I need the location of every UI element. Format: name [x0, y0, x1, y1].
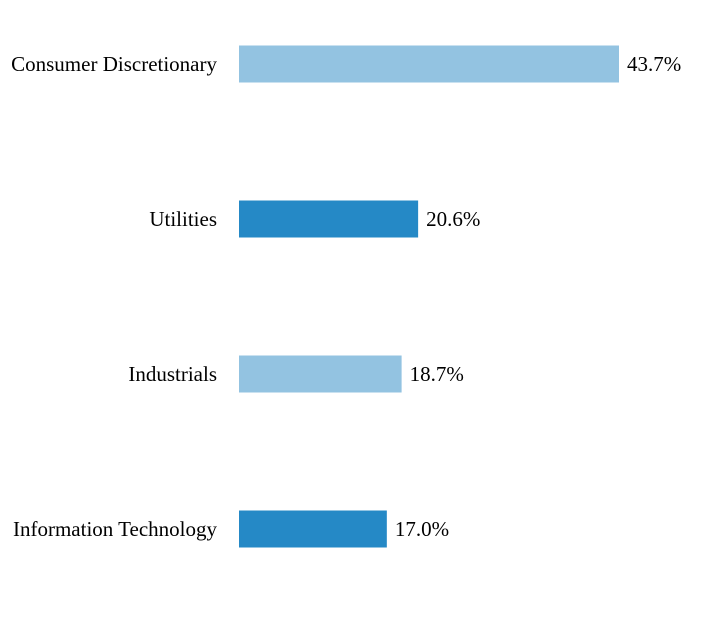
- value-labels-layer: 43.7% 20.6% 18.7% 17.0%: [395, 52, 681, 541]
- category-label-industrials: Industrials: [128, 362, 217, 386]
- bar-information-technology: [239, 510, 387, 548]
- category-label-information-technology: Information Technology: [13, 517, 218, 541]
- value-label-industrials: 18.7%: [410, 362, 464, 386]
- category-label-utilities: Utilities: [149, 207, 217, 231]
- value-label-consumer-discretionary: 43.7%: [627, 52, 681, 76]
- bar-utilities: [239, 200, 419, 238]
- bar-industrials: [239, 355, 402, 393]
- value-label-information-technology: 17.0%: [395, 517, 449, 541]
- bar-consumer-discretionary: [239, 45, 619, 83]
- value-label-utilities: 20.6%: [426, 207, 480, 231]
- category-labels-layer: Consumer Discretionary Utilities Industria…: [11, 52, 217, 541]
- category-label-consumer-discretionary: Consumer Discretionary: [11, 52, 217, 76]
- bars-layer: [239, 45, 619, 548]
